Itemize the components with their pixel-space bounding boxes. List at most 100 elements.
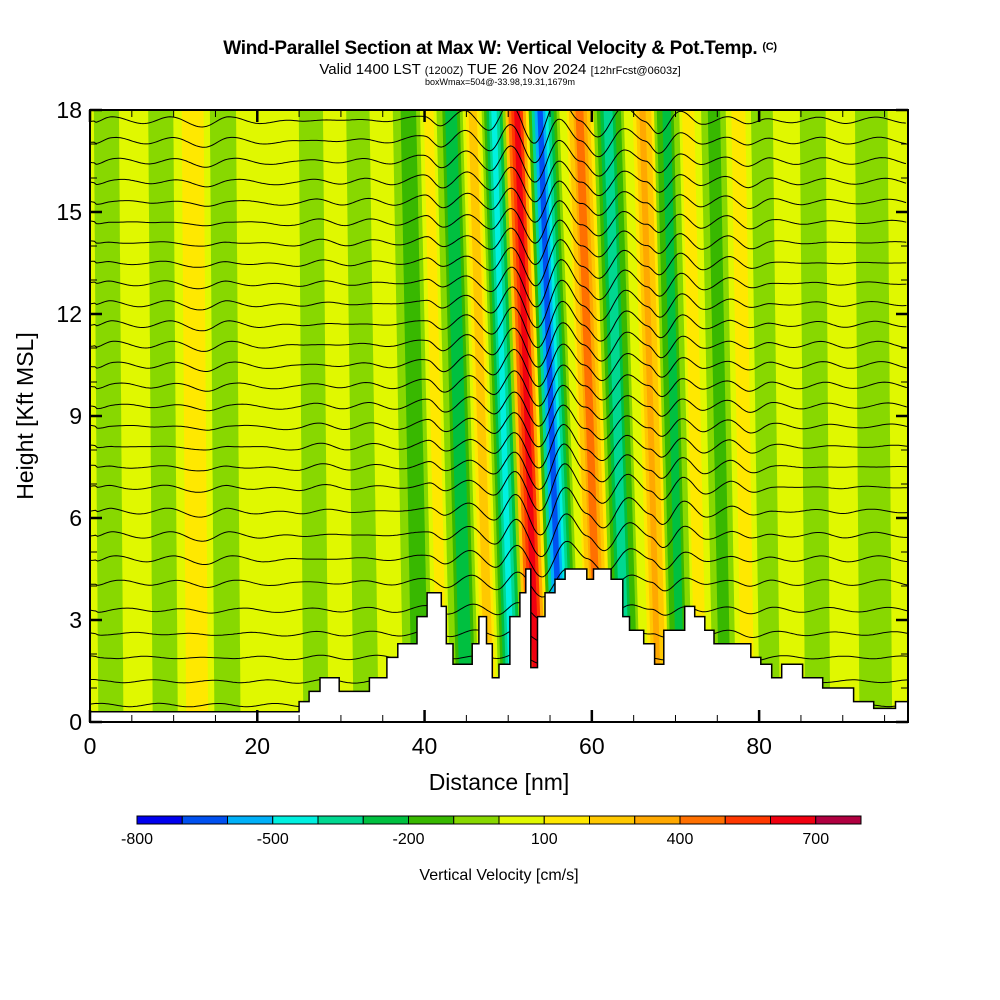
y-tick-label: 15 <box>56 199 82 225</box>
w-fill-cell <box>859 110 869 722</box>
colorbar-swatch <box>408 815 455 825</box>
w-fill-cell <box>626 110 647 722</box>
w-fill-cell <box>400 110 417 722</box>
theta-contour <box>90 279 907 329</box>
w-fill-cell <box>160 110 171 722</box>
w-fill-cell <box>282 110 292 722</box>
w-fill-cell <box>203 110 212 722</box>
colorbar-swatch <box>543 815 590 825</box>
w-fill-cell <box>206 110 215 722</box>
w-fill-cell <box>779 110 790 722</box>
w-fill-cell <box>734 110 748 722</box>
w-fill-cell <box>786 110 797 722</box>
pot-temp-contours <box>90 110 908 709</box>
w-fill-cell <box>476 110 498 722</box>
w-fill-cell <box>194 110 203 722</box>
colorbar-tick-label: -500 <box>257 831 289 848</box>
w-fill-cell <box>118 110 129 722</box>
w-fill-cell <box>317 110 326 722</box>
w-fill-cell <box>451 110 471 722</box>
w-fill-cell <box>659 110 678 722</box>
w-fill-cell <box>372 110 386 722</box>
theta-contour <box>90 343 907 388</box>
w-fill-cell <box>486 110 508 722</box>
w-fill-cell <box>363 110 376 722</box>
y-tick-label: 3 <box>69 607 82 633</box>
w-fill-cell <box>491 110 513 722</box>
w-fill-cell <box>138 110 148 722</box>
w-fill-cell <box>753 110 766 722</box>
w-fill-cell <box>731 110 745 722</box>
w-fill-cell <box>381 110 396 722</box>
w-fill-cell <box>240 110 250 722</box>
w-fill-cell <box>392 110 409 722</box>
w-fill-cell <box>219 110 229 722</box>
w-fill-cell <box>453 110 474 722</box>
w-fill-cell <box>468 110 489 722</box>
w-fill-cell <box>722 110 737 722</box>
w-fill-cell <box>135 110 144 722</box>
w-fill-cell <box>445 110 464 722</box>
colorbar-tick-label: 400 <box>667 831 694 848</box>
y-tick-label: 12 <box>56 301 82 327</box>
w-fill-cell <box>642 110 662 722</box>
w-fill-cell <box>396 110 413 722</box>
w-fill-cell <box>612 110 634 722</box>
y-tick-label: 18 <box>56 97 82 123</box>
w-fill-cell <box>131 110 141 722</box>
copyright-mark: (C) <box>762 41 777 53</box>
w-fill-cell <box>484 110 506 722</box>
y-axis-label: Height [Kft MSL] <box>12 332 38 499</box>
terrain <box>90 568 908 722</box>
colorbar-swatch <box>770 815 817 825</box>
colorbar-tick-label: -200 <box>392 831 424 848</box>
w-fill-cell <box>573 110 597 722</box>
theta-contour <box>90 180 907 223</box>
theta-contour <box>90 443 908 490</box>
w-fill-cell <box>620 110 642 722</box>
w-fill-cell <box>177 110 187 722</box>
chart-title: Wind-Parallel Section at Max W: Vertical… <box>0 38 1000 60</box>
w-fill-cell <box>842 110 852 722</box>
theta-contour <box>90 364 907 407</box>
w-fill-cell <box>325 110 336 722</box>
w-fill-cell <box>863 110 873 722</box>
w-fill-cell <box>540 110 566 722</box>
axes: 0 20 40 60 80 0 3 6 9 12 15 18 <box>56 97 908 759</box>
w-fill-cell <box>185 110 196 722</box>
w-fill-cell <box>488 110 511 722</box>
w-fill-cell <box>286 110 295 722</box>
w-fill-cell <box>756 110 769 722</box>
w-fill-cell <box>305 110 314 722</box>
w-fill-cell <box>603 110 626 722</box>
colorbar-swatch <box>498 815 545 825</box>
w-fill-cell <box>355 110 367 722</box>
colorbar-swatch <box>815 815 862 825</box>
w-fill-cell <box>537 110 564 722</box>
w-fill-cell <box>838 110 848 722</box>
w-fill-cell <box>425 110 442 722</box>
forecast-info: [12hrFcst@0603z] <box>590 65 681 77</box>
w-fill-cell <box>295 110 304 722</box>
w-fill-cell <box>456 110 477 722</box>
w-fill-cell <box>298 110 307 722</box>
w-fill-cell <box>701 110 717 722</box>
w-fill-cell <box>213 110 222 722</box>
x-tick-label: 0 <box>84 733 97 759</box>
theta-contour <box>90 540 908 578</box>
w-fill-cell <box>343 110 355 722</box>
w-fill-cell <box>682 110 699 722</box>
w-fill-cell <box>739 110 753 722</box>
w-fill-cell <box>311 110 320 722</box>
w-fill-cell <box>499 110 523 722</box>
w-fill-cell <box>465 110 486 722</box>
valid-time-local: Valid 1400 LST <box>319 61 421 78</box>
w-fill-cell <box>600 110 623 722</box>
w-fill-cell <box>418 110 434 722</box>
w-fill-cell <box>110 110 120 722</box>
w-fill-cell <box>776 110 787 722</box>
w-fill-cell <box>256 110 267 722</box>
colorbar-swatch <box>317 815 364 825</box>
theta-contour <box>90 598 908 621</box>
w-fill-cell <box>323 110 333 722</box>
